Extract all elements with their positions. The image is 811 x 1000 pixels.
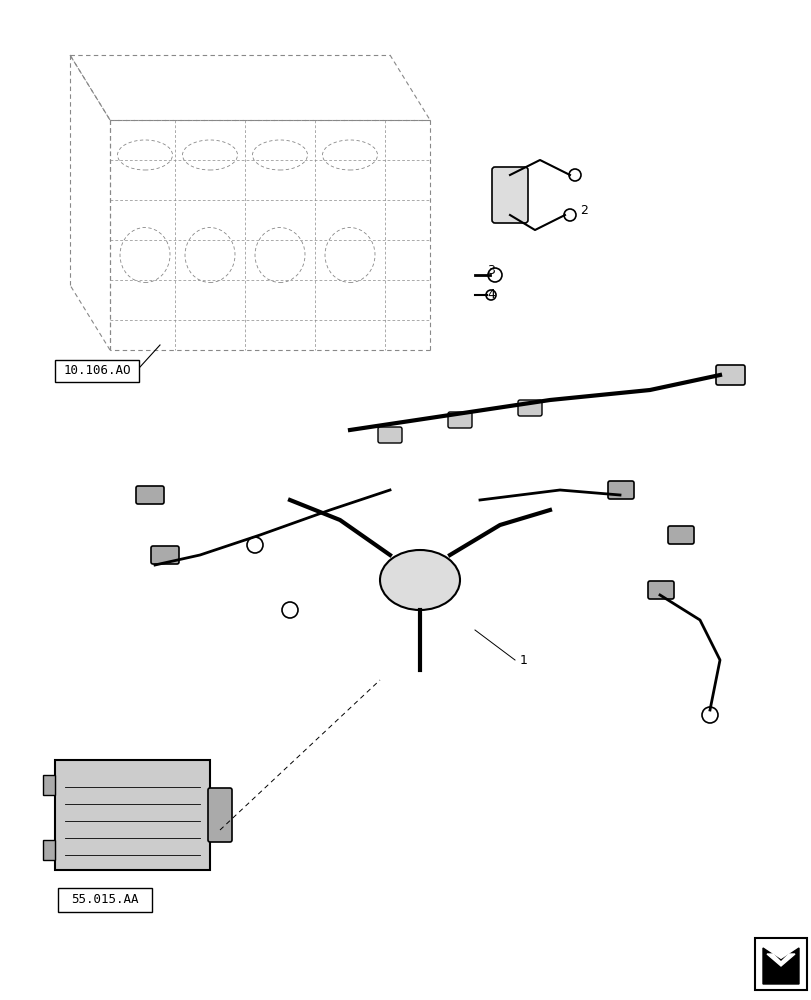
Bar xyxy=(43,840,55,860)
FancyBboxPatch shape xyxy=(55,760,210,870)
Circle shape xyxy=(702,707,717,723)
Bar xyxy=(754,938,806,990)
FancyBboxPatch shape xyxy=(517,400,541,416)
Polygon shape xyxy=(766,954,794,966)
Circle shape xyxy=(487,268,501,282)
Text: 55.015.AA: 55.015.AA xyxy=(71,894,139,906)
FancyBboxPatch shape xyxy=(151,546,178,564)
FancyBboxPatch shape xyxy=(378,427,401,443)
Text: 3: 3 xyxy=(487,263,494,276)
FancyBboxPatch shape xyxy=(667,526,693,544)
FancyBboxPatch shape xyxy=(607,481,633,499)
FancyBboxPatch shape xyxy=(208,788,232,842)
Text: 1: 1 xyxy=(519,654,527,666)
Circle shape xyxy=(569,169,581,181)
Circle shape xyxy=(564,209,575,221)
Text: 10.106.AO: 10.106.AO xyxy=(63,364,131,377)
Bar xyxy=(43,775,55,795)
FancyBboxPatch shape xyxy=(448,412,471,428)
Text: 4: 4 xyxy=(487,288,494,302)
FancyBboxPatch shape xyxy=(491,167,527,223)
Circle shape xyxy=(486,290,496,300)
FancyBboxPatch shape xyxy=(135,486,164,504)
FancyBboxPatch shape xyxy=(647,581,673,599)
FancyBboxPatch shape xyxy=(715,365,744,385)
FancyBboxPatch shape xyxy=(58,888,152,912)
Ellipse shape xyxy=(380,550,460,610)
Text: 2: 2 xyxy=(579,204,587,217)
Polygon shape xyxy=(762,948,798,984)
FancyBboxPatch shape xyxy=(55,360,139,382)
